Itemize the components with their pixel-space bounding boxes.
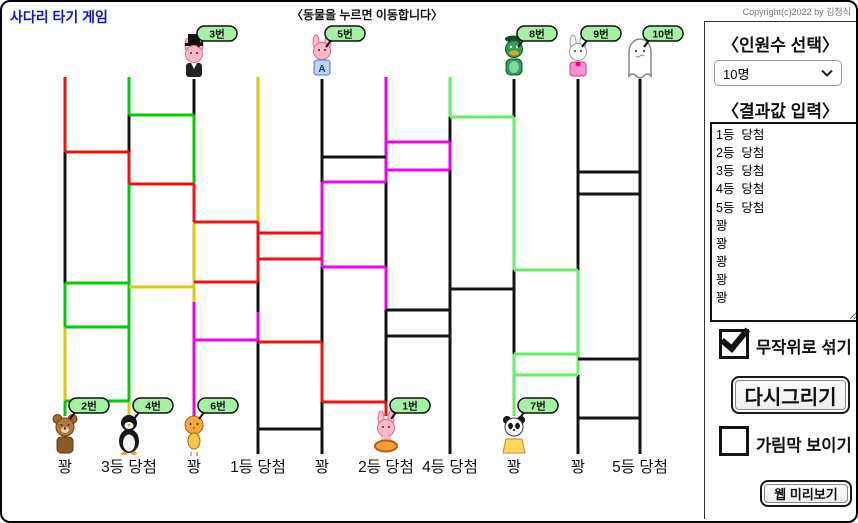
number-badge: 8번 xyxy=(516,25,558,48)
shuffle-checkbox[interactable] xyxy=(719,321,751,359)
svg-text:5번: 5번 xyxy=(337,28,353,41)
svg-text:8번: 8번 xyxy=(529,28,545,41)
instruction-hint: 〈동물을 누르면 이동합니다〉 xyxy=(290,8,444,22)
animal-magician-rabbit[interactable] xyxy=(184,34,204,77)
animal-bear[interactable] xyxy=(52,414,78,454)
number-badge: 7번 xyxy=(517,397,559,420)
svg-text:1번: 1번 xyxy=(402,400,418,413)
prize-label: 꽝 xyxy=(571,458,585,476)
svg-text:10번: 10번 xyxy=(652,28,673,41)
animal-panda[interactable] xyxy=(502,416,526,454)
svg-text:2번: 2번 xyxy=(81,400,97,413)
prize-label: 꽝 xyxy=(315,458,329,476)
animal-ghost[interactable] xyxy=(628,38,652,79)
panel-top-divider xyxy=(705,21,856,22)
number-badge: 2번 xyxy=(68,397,110,420)
svg-text:A: A xyxy=(318,64,325,75)
svg-text:9번: 9번 xyxy=(593,28,609,41)
number-badge: 5번 xyxy=(324,25,366,48)
result-input-label: 〈결과값 입력〉 xyxy=(722,102,839,121)
prize-label: 4등 당첨 xyxy=(422,458,478,476)
copyright-text: Copyright(c)2022 by 김청식 xyxy=(742,7,851,17)
number-badge: 1번 xyxy=(389,397,431,420)
number-badge: 3번 xyxy=(196,25,238,48)
svg-text:3번: 3번 xyxy=(209,28,225,41)
prize-label: 2등 당첨 xyxy=(358,458,414,476)
prize-label: 꽝 xyxy=(187,458,201,476)
prize-label: 5등 당첨 xyxy=(612,458,668,476)
prize-label: 꽝 xyxy=(58,458,72,476)
page-title: 사다리 타기 게임 xyxy=(10,9,108,25)
prize-label: 1등 당첨 xyxy=(230,458,286,476)
people-select-value: 10명 xyxy=(723,66,750,82)
svg-text:7번: 7번 xyxy=(530,400,546,413)
panel-divider xyxy=(704,21,705,519)
svg-text:4번: 4번 xyxy=(145,400,161,413)
cover-checkbox-label: 가림막 보이기 xyxy=(756,437,852,455)
people-select[interactable]: 10명 xyxy=(714,60,842,86)
shuffle-checkbox-label: 무작위로 섞기 xyxy=(756,339,852,357)
checkmark-icon xyxy=(719,321,751,353)
prize-label: 3등 당첨 xyxy=(101,458,157,476)
animal-swim-rabbit[interactable] xyxy=(374,410,398,453)
animal-platypus[interactable] xyxy=(505,35,523,76)
animal-penguin[interactable] xyxy=(119,415,139,455)
svg-text:6번: 6번 xyxy=(210,400,226,413)
prize-label: 꽝 xyxy=(507,458,521,476)
number-badge: 9번 xyxy=(580,25,622,48)
cover-checkbox[interactable] xyxy=(719,426,749,456)
animal-pink-rabbit[interactable]: A xyxy=(312,34,332,76)
animal-white-rabbit[interactable] xyxy=(569,34,587,77)
chevron-down-icon xyxy=(821,69,833,77)
result-textarea[interactable]: 1등 당첨 2등 당첨 3등 당첨 4등 당첨 5등 당첨 꽝 꽝 꽝 꽝 꽝 xyxy=(710,122,856,322)
number-badge: 6번 xyxy=(197,397,239,420)
number-badge: 4번 xyxy=(132,397,174,420)
web-preview-button[interactable]: 웹 미리보기 xyxy=(760,480,852,507)
ladder-board: 3번 A 5번 8번 9번 10번 2번 4번 6번 1번 7번꽝 3등 당첨 꽝 1등 당첨 꽝 2등 당첨… xyxy=(52,25,684,476)
animal-chick[interactable] xyxy=(184,415,204,456)
people-select-label: 〈인원수 선택〉 xyxy=(722,36,839,55)
redraw-button[interactable]: 다시그리기 xyxy=(731,376,850,414)
number-badge: 10번 xyxy=(642,25,684,48)
